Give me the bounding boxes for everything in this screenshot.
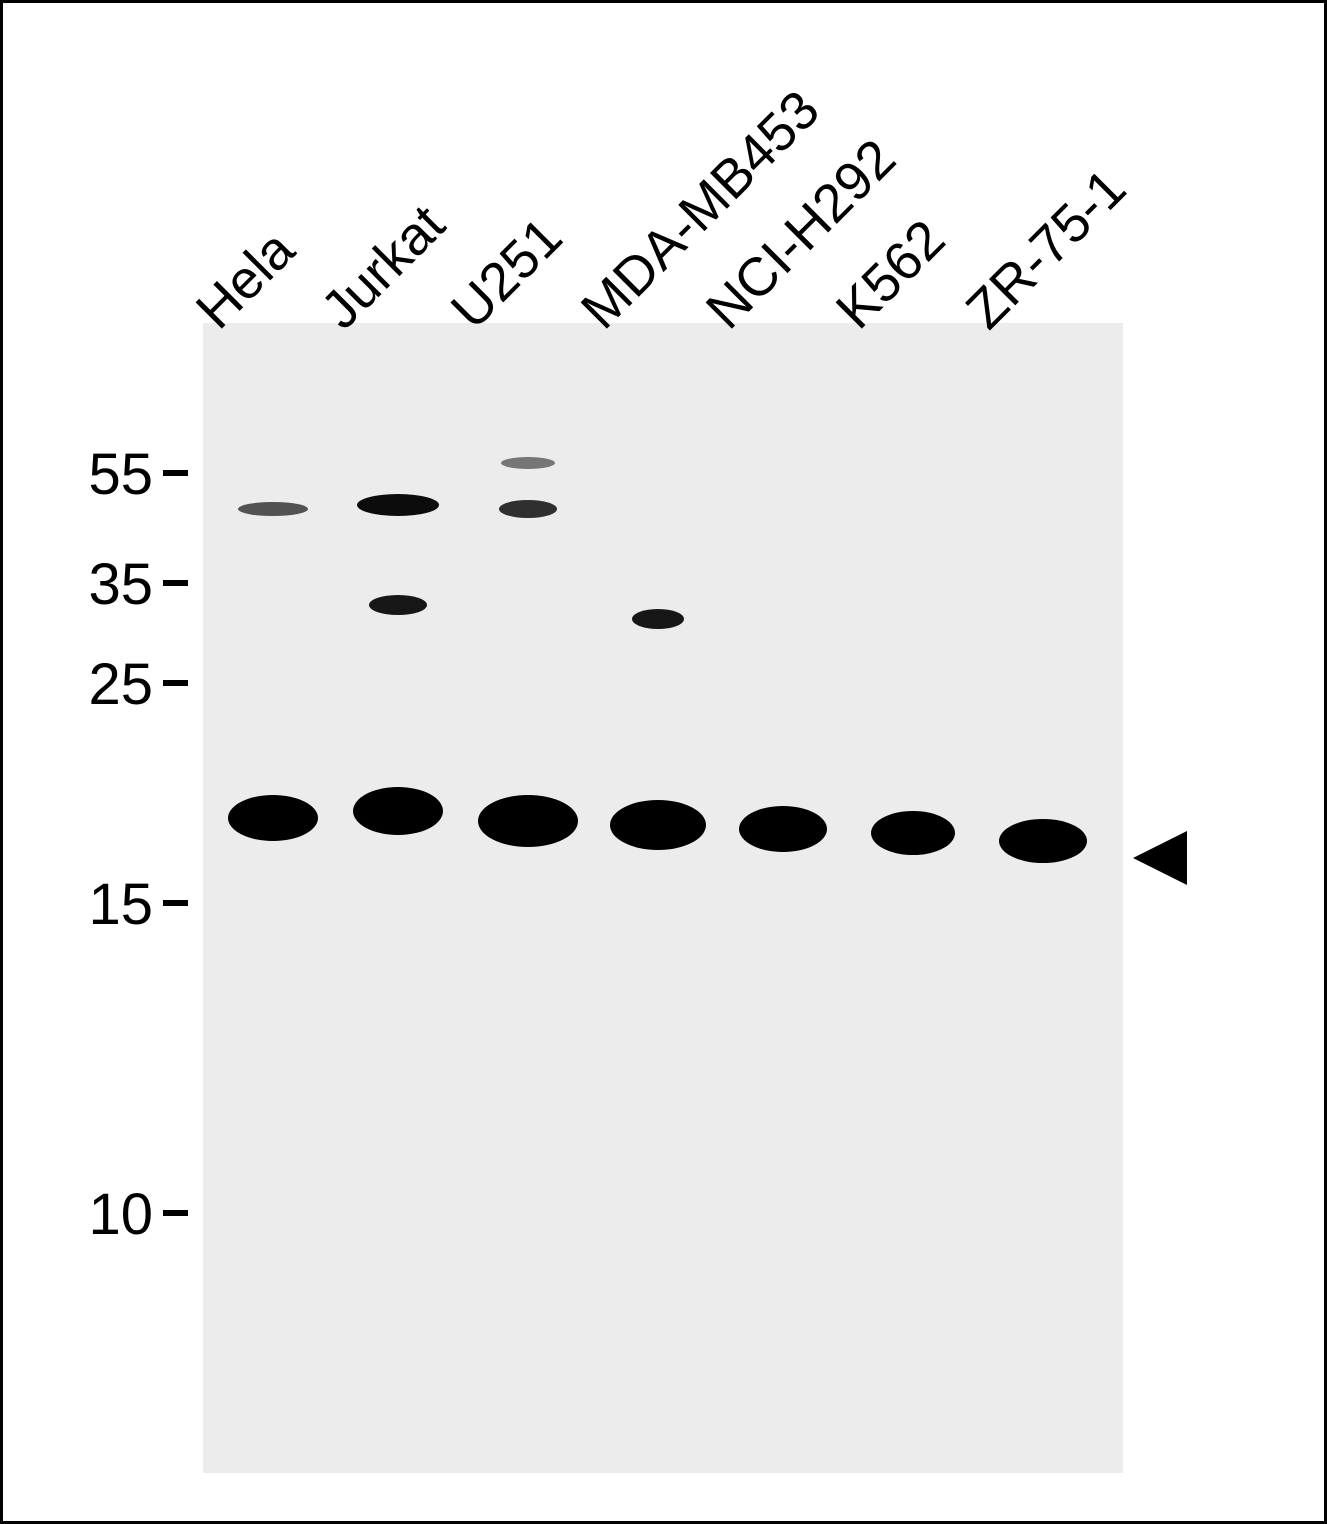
band: [478, 795, 578, 847]
mw-label: 35: [3, 551, 153, 618]
band: [499, 500, 557, 518]
band: [369, 595, 427, 615]
band: [999, 819, 1087, 863]
lane-label: U251: [439, 206, 574, 341]
mw-tick: [163, 680, 188, 686]
mw-label: 10: [3, 1181, 153, 1248]
band: [501, 457, 555, 469]
mw-tick: [163, 1210, 188, 1216]
mw-tick: [163, 580, 188, 586]
blot-membrane: [203, 323, 1123, 1473]
band: [238, 502, 308, 516]
band: [357, 494, 439, 516]
lane-label: Jurkat: [309, 193, 457, 341]
mw-label: 15: [3, 871, 153, 938]
band: [610, 800, 706, 850]
mw-tick: [163, 900, 188, 906]
mw-label: 25: [3, 651, 153, 718]
lane-label: ZR-75-1: [954, 157, 1138, 341]
band: [353, 787, 443, 835]
band: [228, 795, 318, 841]
mw-label: 55: [3, 441, 153, 508]
target-band-arrow-icon: [1133, 831, 1187, 885]
band: [871, 811, 955, 855]
band: [739, 806, 827, 852]
mw-tick: [163, 470, 188, 476]
figure-frame: HelaJurkatU251MDA-MB453NCI-H292K562ZR-75…: [0, 0, 1327, 1524]
band: [632, 609, 684, 629]
